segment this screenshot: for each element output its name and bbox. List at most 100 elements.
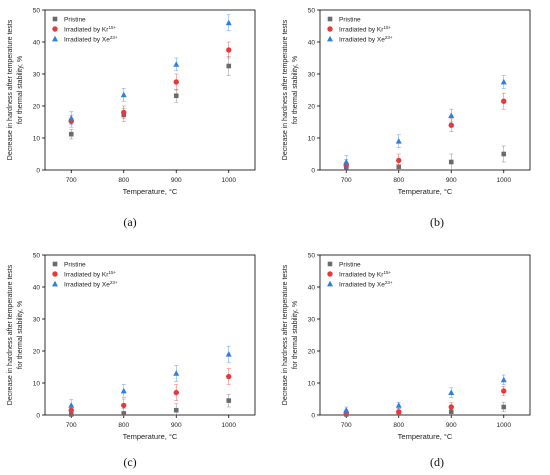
data-point xyxy=(396,157,402,164)
y-tick-label: 30 xyxy=(33,317,41,324)
plot-frame xyxy=(319,254,531,416)
x-axis-label: Temperature, °C xyxy=(398,187,453,196)
x-tick-label: 800 xyxy=(118,177,129,184)
caption-b: (b) xyxy=(430,215,444,229)
y-tick-label: 40 xyxy=(308,285,316,292)
y-tick-label: 50 xyxy=(308,8,316,15)
y-tick-label: 30 xyxy=(33,72,41,79)
plot-frame xyxy=(319,9,531,171)
data-point xyxy=(173,407,179,413)
y-axis-label-line1: Decrease in hardness after temperature t… xyxy=(7,264,14,405)
y-axis-label-line2: for thermal stability, % xyxy=(292,56,299,124)
data-point xyxy=(121,411,127,416)
x-tick-label: 900 xyxy=(446,177,457,184)
x-tick-label: 700 xyxy=(341,177,352,184)
legend-marker xyxy=(327,26,333,32)
x-axis-label: Temperature, °C xyxy=(398,432,453,441)
y-tick-label: 20 xyxy=(33,104,41,111)
y-tick-label: 40 xyxy=(33,285,41,292)
chart-svg-b: 0 10 20 30 40 50 700 800 900 1000 Temperature, °C D… xyxy=(282,8,531,196)
plot-frame xyxy=(44,9,256,171)
y-axis-label-line1: Decrease in hardness after temperature t… xyxy=(282,264,289,405)
legend-marker xyxy=(327,16,333,22)
legend-label: Pristine xyxy=(64,262,86,269)
data-point xyxy=(448,159,454,165)
data-point xyxy=(500,78,507,85)
data-point xyxy=(396,409,402,415)
data-point xyxy=(225,19,232,26)
x-tick-label: 700 xyxy=(66,177,77,184)
x-tick-label: 800 xyxy=(393,177,404,184)
caption-a: (a) xyxy=(123,215,137,229)
data-point xyxy=(448,389,455,395)
data-point xyxy=(173,79,179,85)
y-tick-label: 20 xyxy=(308,104,316,111)
data-point xyxy=(395,138,402,144)
legend-marker xyxy=(327,271,333,277)
legend-label: Irradiated by Kr15+ xyxy=(64,25,116,34)
legend-label: Irradiated by Xe23+ xyxy=(64,280,118,289)
y-tick-label: 40 xyxy=(308,40,316,47)
legend-marker xyxy=(327,261,333,267)
data-point xyxy=(448,112,455,118)
y-tick-label: 30 xyxy=(308,317,316,324)
legend-marker xyxy=(52,271,58,277)
data-point xyxy=(226,47,232,53)
data-point xyxy=(120,91,127,98)
data-point xyxy=(68,402,75,408)
data-point xyxy=(121,402,127,409)
x-tick-label: 900 xyxy=(171,177,182,184)
y-tick-label: 0 xyxy=(36,168,40,175)
data-point xyxy=(173,61,180,67)
y-axis-label-line2: for thermal stability, % xyxy=(17,56,24,124)
data-point xyxy=(173,389,179,396)
y-tick-label: 50 xyxy=(308,253,316,260)
data-point xyxy=(68,114,75,121)
x-tick-label: 1000 xyxy=(222,177,237,184)
y-tick-label: 10 xyxy=(308,381,316,388)
data-point xyxy=(501,404,507,410)
x-tick-label: 700 xyxy=(66,422,77,429)
legend-label: Pristine xyxy=(339,262,361,269)
chart-svg-a: 0 10 20 30 40 50 700 800 900 1000 Temperature, °C D… xyxy=(7,8,256,196)
x-axis-label: Temperature, °C xyxy=(123,187,178,196)
legend-marker xyxy=(52,26,58,32)
x-tick-label: 1000 xyxy=(497,422,512,429)
caption-d: (d) xyxy=(430,455,444,469)
y-tick-label: 0 xyxy=(36,413,40,420)
data-point xyxy=(121,109,127,116)
legend-label: Pristine xyxy=(339,17,361,24)
data-point xyxy=(448,404,454,410)
legend-marker xyxy=(52,280,58,287)
legend-label: Irradiated by Kr15+ xyxy=(64,270,116,279)
x-tick-label: 700 xyxy=(341,422,352,429)
chart-panel-d: 0 10 20 30 40 50 700 800 900 1000 Temperature, °C D… xyxy=(275,245,550,450)
y-tick-label: 0 xyxy=(311,413,315,420)
y-axis-label-line2: for thermal stability, % xyxy=(17,301,24,369)
x-tick-label: 800 xyxy=(393,422,404,429)
x-tick-label: 800 xyxy=(118,422,129,429)
data-point xyxy=(395,402,402,408)
y-tick-label: 20 xyxy=(33,349,41,356)
y-axis-label-line2: for thermal stability, % xyxy=(292,301,299,369)
caption-c: (c) xyxy=(123,455,137,469)
legend-marker xyxy=(52,35,58,42)
data-point xyxy=(120,387,127,394)
legend-marker xyxy=(52,261,58,267)
chart-panel-b: 0 10 20 30 40 50 700 800 900 1000 Temperature, °C D… xyxy=(275,0,550,205)
y-tick-label: 30 xyxy=(308,72,316,79)
y-axis-label-line1: Decrease in hardness after temperature t… xyxy=(7,19,14,160)
legend-marker xyxy=(52,16,58,22)
legend-label: Pristine xyxy=(64,17,86,24)
chart-svg-c: 0 10 20 30 40 50 700 800 900 1000 Temperature, °C D… xyxy=(7,253,256,441)
data-point xyxy=(448,122,454,128)
data-point xyxy=(343,158,350,165)
data-point xyxy=(501,388,507,394)
x-axis-label: Temperature, °C xyxy=(123,432,178,441)
y-tick-label: 10 xyxy=(33,136,41,143)
chart-panel-c: 0 10 20 30 40 50 700 800 900 1000 Temperature, °C D… xyxy=(0,245,275,450)
data-point xyxy=(226,373,232,380)
y-axis-label-line1: Decrease in hardness after temperature t… xyxy=(282,19,289,160)
data-point xyxy=(500,376,507,383)
legend-label: Irradiated by Kr15+ xyxy=(339,25,391,34)
